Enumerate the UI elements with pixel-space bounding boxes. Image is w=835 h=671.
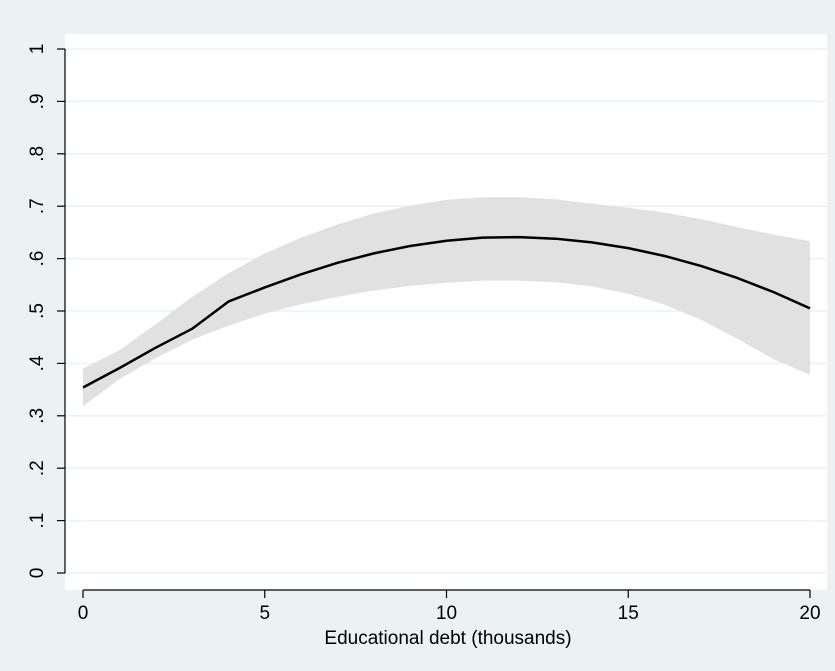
x-tick-label-3: 15 [618, 603, 639, 624]
y-axis: 0 .1 .2 .3 .4 .5 .6 .7 .8 .9 1 [27, 44, 66, 579]
y-tick-label-7: .7 [27, 198, 48, 214]
y-tick-label-3: .3 [27, 408, 48, 424]
fitted-line [82, 235, 811, 389]
y-tick-label-6: .6 [27, 251, 48, 267]
y-tick-label-0: 0 [27, 568, 48, 579]
x-tick-label-0: 0 [78, 603, 89, 624]
gridlines [65, 48, 827, 574]
x-axis: 0 5 10 15 20 [78, 589, 821, 624]
y-tick-label-4: .4 [27, 355, 48, 371]
confidence-band [83, 197, 810, 407]
y-tick-label-8: .8 [27, 146, 48, 162]
y-tick-label-1: .1 [27, 513, 48, 529]
y-tick-label-5: .5 [27, 303, 48, 319]
x-tick-label-1: 5 [259, 603, 270, 624]
y-tick-label-2: .2 [27, 460, 48, 476]
x-tick-label-4: 20 [799, 603, 820, 624]
y-tick-label-10: 1 [27, 44, 48, 55]
y-tick-label-9: .9 [27, 93, 48, 109]
x-axis-title: Educational debt (thousands) [324, 628, 571, 649]
x-tick-label-2: 10 [436, 603, 457, 624]
